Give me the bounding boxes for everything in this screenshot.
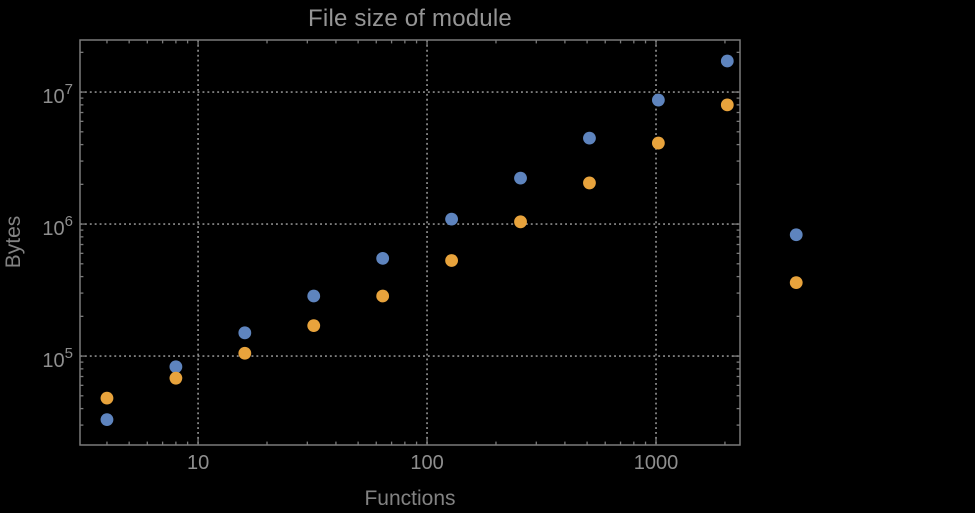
x-axis-label: Functions xyxy=(364,487,456,510)
data-point-blue-x256 xyxy=(514,171,527,185)
data-point-orange-x8 xyxy=(169,371,183,385)
x-tick-label: 10 xyxy=(187,452,209,474)
y-tick-label: 107 xyxy=(42,81,73,108)
data-point-blue-x4 xyxy=(100,413,114,427)
y-tick-label: 105 xyxy=(42,345,73,372)
data-point-orange-x32 xyxy=(307,319,321,333)
y-tick-label: 106 xyxy=(42,213,73,240)
data-point-blue-x8 xyxy=(169,360,183,374)
data-point-blue-x1024 xyxy=(651,93,665,107)
data-point-orange-x64 xyxy=(376,289,390,303)
data-point-orange-x4 xyxy=(100,391,114,405)
data-point-orange-x2048 xyxy=(720,98,734,112)
data-point-orange-x512 xyxy=(583,176,596,190)
data-point-blue-x2048 xyxy=(720,54,734,68)
data-point-blue-x16 xyxy=(238,326,252,340)
data-point-orange-x256 xyxy=(514,215,527,229)
plot-frame xyxy=(79,39,741,446)
data-point-blue-x128 xyxy=(445,212,458,226)
data-point-blue-x4096 xyxy=(789,228,803,242)
data-point-blue-x512 xyxy=(583,131,596,145)
data-point-orange-x4096 xyxy=(789,276,803,290)
data-point-blue-x64 xyxy=(376,251,390,265)
data-point-orange-x16 xyxy=(238,346,252,360)
data-point-blue-x32 xyxy=(307,289,321,303)
x-tick-label: 1000 xyxy=(634,452,679,474)
x-tick-label: 100 xyxy=(410,452,443,474)
data-point-orange-x1024 xyxy=(651,136,665,150)
chart-title: File size of module xyxy=(308,5,512,32)
data-point-orange-x128 xyxy=(445,254,458,267)
